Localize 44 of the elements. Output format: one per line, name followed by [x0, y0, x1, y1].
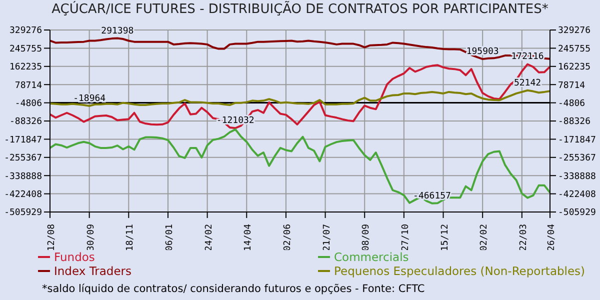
- y2-tick-label: 245755: [558, 44, 591, 54]
- x-tick-label: 12/08: [47, 224, 57, 252]
- legend-label: Pequenos Especuladores (Non-Reportables): [334, 264, 586, 278]
- line-series: [50, 128, 550, 204]
- y2-tick-label: 329276: [558, 26, 591, 36]
- x-tick-label: 18/11: [126, 224, 136, 252]
- y-tick-label: 162235: [9, 62, 42, 73]
- legend-label: Commercials: [334, 250, 409, 264]
- y-tick-label: -4806: [14, 98, 42, 109]
- y2-tick-label: -505929: [558, 208, 596, 218]
- y2-tick-label: -4806: [558, 98, 586, 109]
- x-tick-label: 15/12: [440, 224, 450, 252]
- data-label: 195903: [466, 47, 499, 58]
- data-label: -466157: [413, 191, 451, 202]
- x-tick-label: 14/04: [244, 224, 254, 252]
- data-label: 291398: [101, 26, 134, 36]
- y-tick-label: 78714: [14, 80, 42, 91]
- y2-tick-label: -422408: [558, 190, 596, 200]
- legend-label: Index Traders: [54, 264, 132, 278]
- y2-tick-label: 78714: [558, 80, 586, 91]
- x-tick-label: 21/07: [322, 224, 332, 252]
- y2-tick-label: -171847: [558, 135, 596, 146]
- y-tick-label: -505929: [4, 208, 42, 218]
- y2-tick-label: 162235: [558, 62, 591, 73]
- y-tick-label: -88326: [9, 117, 42, 128]
- x-tick-label: 26/04: [547, 224, 557, 252]
- y-tick-label: 329276: [9, 26, 42, 36]
- data-label: 52142: [514, 78, 542, 88]
- x-tick-label: 27/10: [400, 224, 411, 252]
- y2-tick-label: -338888: [558, 172, 596, 182]
- chart-title: AÇÚCAR/ICE FUTURES - DISTRIBUIÇÃO DE CONTRATOS POR PARTICIPANTES*: [50, 2, 550, 17]
- y-tick-label: -171847: [4, 135, 42, 146]
- text: *saldo líquido de contratos/ considerando futuros e opções - Fonte: CFTC: [42, 283, 425, 295]
- line-series: [50, 37, 550, 60]
- y2-tick-label: -88326: [558, 117, 591, 128]
- data-label: -18964: [73, 94, 106, 104]
- y-tick-label: 245755: [9, 44, 42, 54]
- y-tick-label: -255367: [4, 154, 42, 164]
- y-tick-label: -338888: [4, 172, 42, 182]
- y-tick-label: -422408: [4, 190, 42, 200]
- x-tick-label: 24/02: [204, 224, 214, 252]
- x-tick-label: 22/03: [518, 224, 529, 252]
- y2-tick-label: -255367: [558, 154, 596, 164]
- legend-label: Fundos: [54, 250, 95, 264]
